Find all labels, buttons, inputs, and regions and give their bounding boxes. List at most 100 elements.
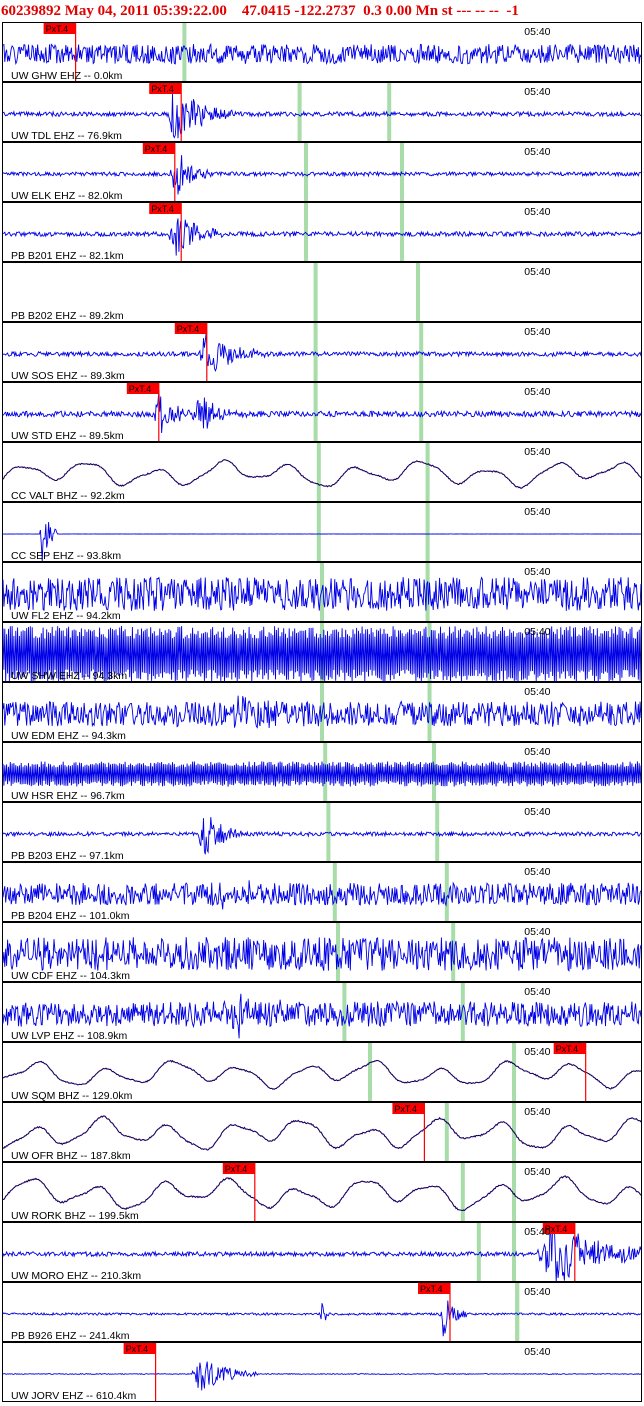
arrival-marker [515, 1283, 520, 1341]
arrival-marker [425, 503, 430, 561]
arrival-marker [512, 1043, 516, 1101]
pick-box [43, 23, 76, 34]
pick-label: PxT.4 [126, 1344, 149, 1354]
trace-panel: PxT.4 05:40 PB B926 EHZ -- 241.4km [2, 1282, 642, 1342]
waveform-trace [2, 695, 642, 729]
trace-panel: 05:40 UW HSR EHZ -- 96.7km [2, 742, 642, 802]
arrival-marker [316, 443, 321, 501]
station-label: UW SQM BHZ -- 129.0km [11, 1090, 133, 1102]
waveform-trace [2, 42, 642, 66]
event-extra: --- -- -- -1 [456, 3, 519, 19]
waveform-trace [2, 331, 642, 373]
waveform-trace [2, 880, 642, 910]
arrival-marker [313, 263, 318, 321]
arrival-marker [435, 803, 440, 861]
station-label: UW STD EHZ -- 89.5km [11, 430, 124, 442]
time-tick-label: 05:40 [524, 806, 550, 818]
time-tick-label: 05:40 [524, 686, 550, 698]
pick-box [222, 1163, 255, 1174]
station-label: CC VALT BHZ -- 92.2km [11, 490, 125, 502]
panel-frame [2, 1102, 642, 1162]
waveform-trace [3, 521, 642, 562]
arrival-marker [512, 1223, 516, 1281]
event-header: 60239892 May 04, 2011 05:39:22.00 47.041… [0, 0, 644, 22]
pick-label: PxT.4 [145, 144, 168, 154]
panel-frame [2, 262, 642, 322]
arrival-marker [332, 863, 337, 921]
waveform-trace [2, 1175, 642, 1212]
time-tick-label: 05:40 [524, 266, 550, 278]
arrival-marker [182, 23, 187, 81]
arrival-marker [297, 83, 302, 141]
time-tick-label: 05:40 [524, 146, 550, 158]
station-label: UW ELK EHZ -- 82.0km [11, 190, 123, 202]
event-datetime: May 04, 2011 05:39:22.00 [64, 3, 227, 19]
arrival-marker [368, 1043, 372, 1101]
station-label: UW SOS EHZ -- 89.3km [11, 370, 125, 382]
panel-frame [2, 802, 642, 862]
time-tick-label: 05:40 [524, 1046, 550, 1058]
pick-label: PxT.4 [46, 24, 69, 34]
arrival-marker [444, 1103, 449, 1161]
time-tick-label: 05:40 [524, 206, 550, 218]
panel-frame [2, 142, 642, 202]
trace-panel: PxT.4 05:40 UW TDL EHZ -- 76.9km [2, 82, 642, 142]
waveform-trace [2, 993, 642, 1039]
station-label: UW MORO EHZ -- 210.3km [11, 1270, 141, 1282]
arrival-marker [425, 563, 430, 621]
station-label: UW JORV EHZ -- 610.4km [11, 1390, 136, 1402]
time-tick-label: 05:40 [524, 26, 550, 38]
trace-panel: 05:40 UW SHW EHZ -- 94.3km [2, 622, 642, 683]
waveform-trace [2, 1361, 642, 1391]
panel-frame [2, 1042, 642, 1102]
waveform-trace [2, 576, 642, 612]
station-label: UW FL2 EHZ -- 94.2km [11, 610, 121, 622]
arrival-marker [460, 1163, 465, 1221]
station-label: CC SEP EHZ -- 93.8km [11, 550, 121, 562]
panel-frame [2, 322, 642, 382]
time-tick-label: 05:40 [524, 626, 550, 638]
pick-box [418, 1283, 450, 1294]
trace-panel: 05:40 CC VALT BHZ -- 92.2km [2, 442, 642, 502]
time-tick-label: 05:40 [524, 986, 550, 998]
arrival-marker [425, 443, 430, 501]
waveform-trace [2, 817, 642, 855]
arrival-marker [304, 143, 308, 201]
trace-panel: 05:40 CC SEP EHZ -- 93.8km [2, 502, 642, 562]
station-label: UW GHW EHZ -- 0.0km [11, 70, 123, 82]
time-tick-label: 05:40 [524, 926, 550, 938]
trace-panel: 05:40 UW FL2 EHZ -- 94.2km [2, 562, 642, 622]
pick-box [126, 383, 159, 394]
waveform-trace [2, 93, 642, 139]
arrival-marker [416, 263, 420, 321]
trace-panel: PxT.405:40 UW MORO EHZ -- 210.3km [2, 1222, 642, 1283]
station-label: UW LVP EHZ -- 108.9km [11, 1030, 128, 1042]
station-label: UW HSR EHZ -- 96.7km [11, 790, 125, 802]
pick-box [123, 1343, 156, 1354]
waveform-trace [2, 1226, 642, 1283]
pick-label: PxT.4 [177, 324, 200, 334]
station-label: UW TDL EHZ -- 76.9km [11, 130, 122, 142]
waveform-trace [2, 390, 642, 434]
event-lon: -122.2737 [294, 3, 356, 19]
pick-box [392, 1103, 425, 1114]
trace-panel: PxT.4 05:40 UW GHW EHZ -- 0.0km [2, 22, 642, 82]
trace-panel: 05:40 UW LVP EHZ -- 108.9km [2, 982, 642, 1042]
station-label: PB B201 EHZ -- 82.1km [11, 250, 124, 262]
event-magnitude: 0.3 0.00 Mn st [363, 3, 453, 19]
pick-box [174, 323, 207, 334]
station-label: PB B202 EHZ -- 89.2km [11, 310, 124, 322]
arrival-marker [400, 143, 404, 201]
time-tick-label: 05:40 [524, 866, 550, 878]
time-tick-label: 05:40 [524, 86, 550, 98]
trace-panel: PxT.4 05:40 UW JORV EHZ -- 610.4km [2, 1342, 642, 1402]
waveform-trace [2, 1115, 642, 1151]
time-tick-label: 05:40 [524, 386, 550, 398]
trace-panel: 05:40 PB B204 EHZ -- 101.0km [2, 862, 642, 922]
time-tick-label: 05:40 [524, 1106, 550, 1118]
time-tick-label: 05:40 [524, 566, 550, 578]
station-label: UW SHW EHZ -- 94.3km [11, 670, 127, 682]
trace-panel: 05:40 PB B203 EHZ -- 97.1km [2, 802, 642, 862]
time-tick-label: 05:40 [524, 1166, 550, 1178]
